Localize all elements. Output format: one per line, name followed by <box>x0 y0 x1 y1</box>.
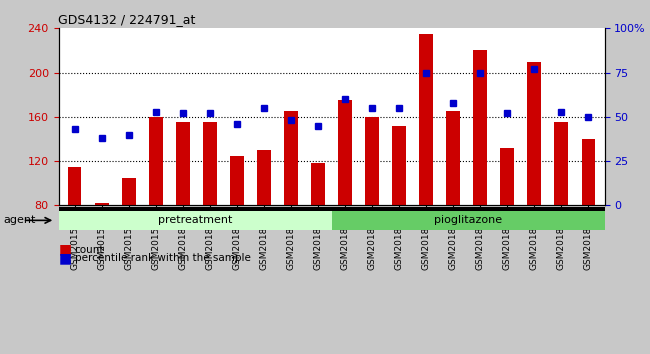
Text: pioglitazone: pioglitazone <box>434 215 502 225</box>
Bar <box>500 148 514 205</box>
Text: ■: ■ <box>58 242 72 257</box>
Bar <box>527 62 541 205</box>
Bar <box>447 111 460 205</box>
Text: ■: ■ <box>58 251 72 266</box>
Text: percentile rank within the sample: percentile rank within the sample <box>75 253 251 263</box>
Bar <box>393 126 406 205</box>
Text: count: count <box>75 245 104 255</box>
Bar <box>311 163 325 205</box>
Text: GDS4132 / 224791_at: GDS4132 / 224791_at <box>58 13 196 26</box>
Bar <box>338 100 352 205</box>
Text: agent: agent <box>3 215 36 225</box>
Bar <box>68 167 81 205</box>
Bar <box>203 122 216 205</box>
Bar <box>554 122 568 205</box>
Bar <box>149 117 162 205</box>
Text: pretreatment: pretreatment <box>158 215 232 225</box>
Bar <box>230 155 244 205</box>
Bar <box>122 178 136 205</box>
Bar <box>582 139 595 205</box>
Bar <box>473 50 487 205</box>
Bar <box>419 34 433 205</box>
Bar <box>176 122 190 205</box>
Bar <box>284 111 298 205</box>
Bar <box>365 117 379 205</box>
Bar <box>95 203 109 205</box>
Bar <box>257 150 270 205</box>
